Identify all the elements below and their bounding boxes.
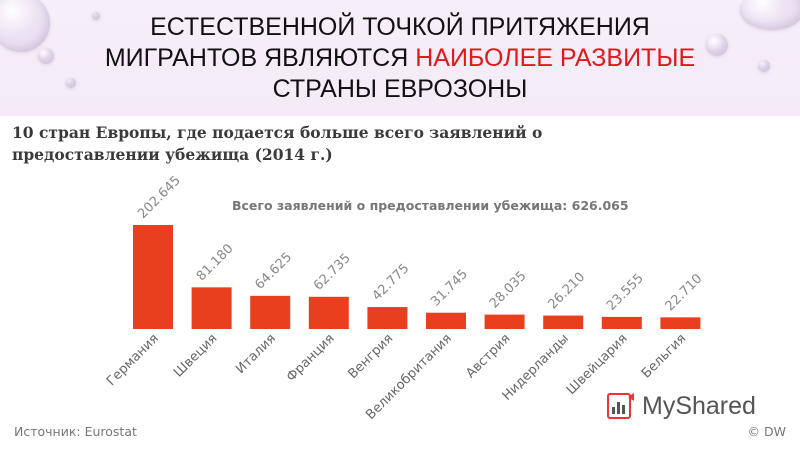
bar-1 [191, 287, 232, 329]
bar-value-label-9: 22.710 [663, 271, 706, 314]
bar-9 [660, 317, 701, 329]
slide-title: Естественной точкой притяжения мигрантов… [60, 12, 740, 105]
slide-title-line2-text: мигрантов являются [104, 44, 416, 72]
bar-3 [308, 296, 349, 329]
category-label-4: Венгрия [345, 331, 396, 382]
myshared-watermark: MyShared [606, 388, 778, 424]
bar-6 [484, 314, 525, 329]
category-label-1: Швеция [171, 331, 220, 380]
bar-2 [250, 295, 291, 329]
bar-5 [426, 312, 466, 329]
slide-title-line1: Естественной точкой притяжения [150, 13, 650, 41]
bar-value-label-3: 62.735 [311, 251, 354, 294]
bar-value-label-7: 26.210 [545, 270, 588, 313]
chart-annotation-total: Всего заявлений о предоставлении убежища… [232, 198, 629, 213]
bar-value-label-0: 202.645 [135, 173, 184, 222]
chart-credit: © DW [747, 424, 786, 439]
watermark-text: MyShared [642, 391, 756, 420]
category-label-3: Франция [284, 331, 338, 385]
bar-value-label-2: 64.625 [252, 250, 295, 293]
category-label-0: Германия [104, 331, 162, 389]
myshared-logo-icon [607, 393, 634, 419]
bar-4 [367, 307, 408, 329]
slide-title-line2: мигрантов являются наиболее развитые [60, 43, 740, 74]
slide-title-line3: страны еврозоны [272, 75, 528, 103]
slide-title-accent: наиболее развитые [415, 44, 696, 72]
chart-title: 10 стран Европы, где подается больше все… [12, 122, 612, 166]
bar-value-label-6: 28.035 [487, 269, 530, 312]
chart-source: Источник: Eurostat [14, 424, 137, 439]
category-label-2: Италия [233, 331, 279, 377]
bar-7 [543, 315, 584, 329]
chart-title-line2: предоставлении убежища (2014 г.) [12, 145, 333, 164]
bar-8 [601, 316, 642, 329]
bar-value-label-4: 42.775 [370, 261, 413, 304]
category-label-9: Бельгия [639, 331, 689, 381]
bar-value-label-8: 23.555 [604, 271, 647, 314]
category-label-6: Австрия [463, 331, 513, 381]
bar-0 [133, 225, 173, 329]
bar-value-label-1: 81.180 [194, 241, 237, 284]
chart-title-line1: 10 стран Европы, где подается больше все… [12, 123, 543, 142]
bar-value-label-5: 31.745 [428, 267, 471, 310]
